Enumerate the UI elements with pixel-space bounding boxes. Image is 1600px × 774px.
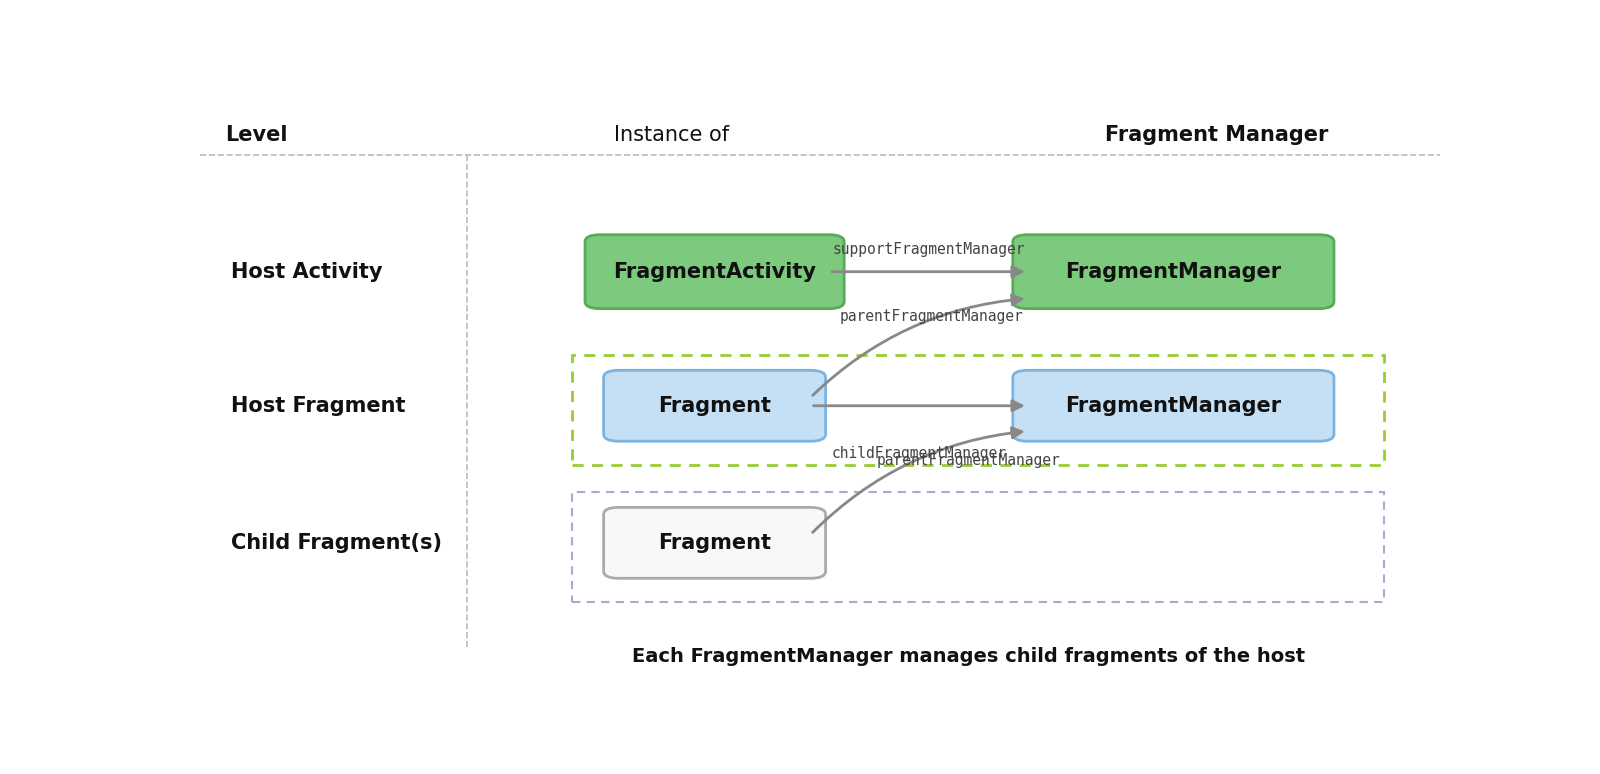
FancyBboxPatch shape [603, 370, 826, 441]
Bar [573, 355, 1384, 465]
Text: parentFragmentManager: parentFragmentManager [840, 309, 1024, 324]
Text: Host Fragment: Host Fragment [230, 396, 405, 416]
Bar [573, 492, 1384, 602]
Text: Host Activity: Host Activity [230, 262, 382, 282]
Text: Child Fragment(s): Child Fragment(s) [230, 533, 442, 553]
Text: Fragment Manager: Fragment Manager [1106, 125, 1328, 145]
Text: Level: Level [224, 125, 288, 145]
Text: Instance of: Instance of [614, 125, 728, 145]
Text: Fragment: Fragment [658, 396, 771, 416]
Text: Fragment: Fragment [658, 533, 771, 553]
Text: FragmentManager: FragmentManager [1066, 396, 1282, 416]
Text: parentFragmentManager: parentFragmentManager [877, 453, 1061, 467]
Text: FragmentManager: FragmentManager [1066, 262, 1282, 282]
Text: supportFragmentManager: supportFragmentManager [832, 242, 1024, 258]
Text: childFragmentManager: childFragmentManager [832, 446, 1006, 461]
FancyBboxPatch shape [1013, 235, 1334, 309]
Text: FragmentActivity: FragmentActivity [613, 262, 816, 282]
FancyBboxPatch shape [586, 235, 845, 309]
FancyBboxPatch shape [1013, 370, 1334, 441]
Text: Each FragmentManager manages child fragments of the host: Each FragmentManager manages child fragm… [632, 646, 1306, 666]
FancyBboxPatch shape [603, 508, 826, 578]
